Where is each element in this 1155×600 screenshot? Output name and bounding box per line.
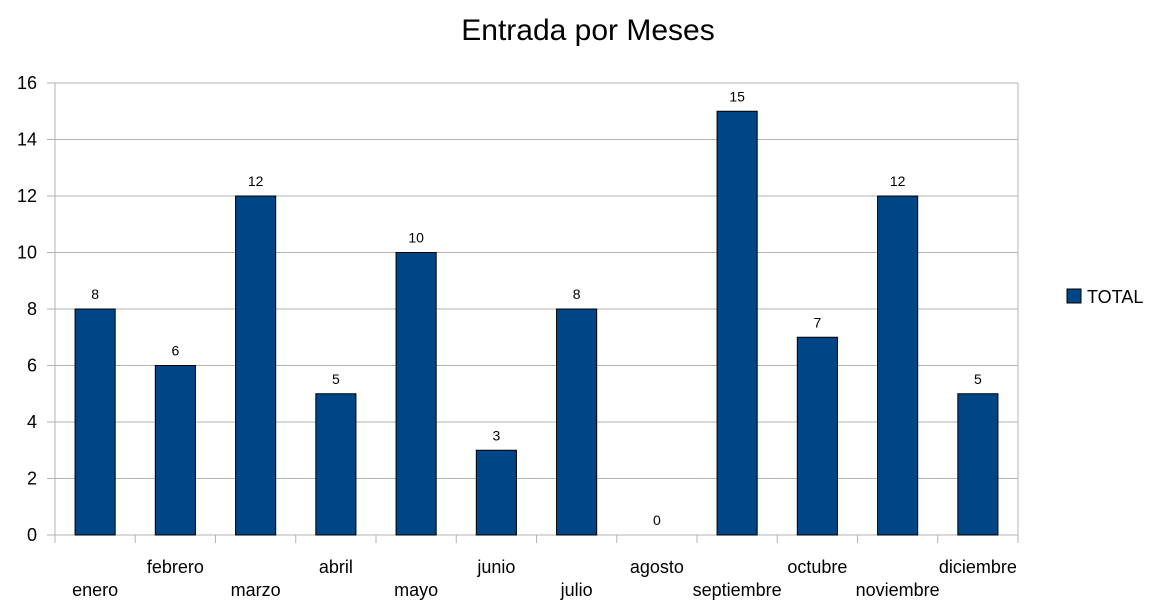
y-tick-label: 10: [17, 243, 37, 263]
x-tick-label-noviembre: noviembre: [856, 580, 940, 600]
x-tick-label-julio: julio: [560, 580, 593, 600]
bar-febrero: [154, 365, 196, 536]
x-tick-label-diciembre: diciembre: [939, 557, 1017, 577]
y-tick-label: 12: [17, 186, 37, 206]
legend-swatch: [1066, 288, 1082, 304]
y-tick-label: 4: [27, 412, 37, 432]
data-label-diciembre: 5: [974, 371, 982, 387]
data-label-octubre: 7: [813, 314, 821, 330]
y-tick-label: 2: [27, 469, 37, 489]
bar-octubre: [796, 336, 838, 536]
x-tick-label-octubre: octubre: [787, 557, 847, 577]
axes: [47, 82, 1019, 543]
data-label-febrero: 6: [171, 343, 179, 359]
x-tick-label-abril: abril: [319, 557, 353, 577]
bar-enero: [74, 308, 116, 536]
data-label-mayo: 10: [408, 230, 424, 246]
y-tick-label: 16: [17, 73, 37, 93]
data-label-agosto: 0: [653, 512, 661, 528]
data-label-abril: 5: [332, 371, 340, 387]
y-tick-label: 0: [27, 525, 37, 545]
x-tick-label-junio: junio: [476, 557, 515, 577]
data-label-enero: 8: [91, 286, 99, 302]
y-axis-tick-labels: 0 2 4 6 8 10 12 14 16: [17, 73, 37, 545]
bar-junio: [475, 449, 517, 536]
x-tick-label-mayo: mayo: [394, 580, 438, 600]
x-tick-label-marzo: marzo: [231, 580, 281, 600]
x-tick-label-enero: enero: [72, 580, 118, 600]
bar-septiembre: [716, 110, 758, 536]
x-tick-label-febrero: febrero: [147, 557, 204, 577]
legend-label: TOTAL: [1087, 287, 1143, 307]
y-tick-label: 14: [17, 130, 37, 150]
legend: TOTAL: [1066, 287, 1143, 307]
bar-abril: [315, 393, 357, 536]
data-label-junio: 3: [492, 427, 500, 443]
bar-diciembre: [957, 393, 999, 536]
gridlines: [55, 82, 1018, 536]
x-tick-label-septiembre: septiembre: [693, 580, 782, 600]
data-label-noviembre: 12: [890, 173, 906, 189]
chart-title: Entrada por Meses: [461, 14, 714, 47]
bars: [74, 110, 999, 536]
data-label-marzo: 12: [248, 173, 264, 189]
data-label-septiembre: 15: [729, 88, 745, 104]
data-label-julio: 8: [573, 286, 581, 302]
y-tick-label: 6: [27, 356, 37, 376]
x-axis-tick-labels: enero febrero marzo abril mayo junio julio agos…: [72, 557, 1017, 600]
y-tick-label: 8: [27, 299, 37, 319]
data-labels: 8 6 12 5 10 3 8 0 15 7 12 5: [91, 88, 982, 528]
bar-noviembre: [877, 195, 919, 536]
bar-marzo: [235, 195, 277, 536]
bar-mayo: [395, 252, 437, 536]
bar-julio: [556, 308, 598, 536]
x-tick-label-agosto: agosto: [630, 557, 684, 577]
